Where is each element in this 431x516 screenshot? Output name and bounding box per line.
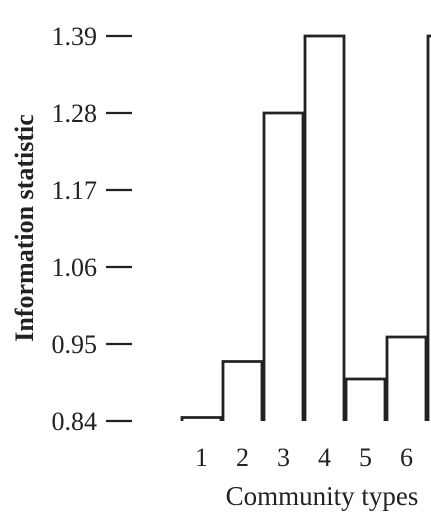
y-tick-label: 0.84 — [52, 407, 98, 436]
x-tick-label: 3 — [277, 443, 290, 472]
bar-4 — [303, 34, 346, 421]
y-tick-label: 1.28 — [52, 99, 98, 128]
y-axis-ticks: 0.84 0.95 1.06 1.17 1.28 1.39 — [52, 22, 132, 436]
x-axis-title: Community types — [226, 481, 419, 511]
y-tick-label: 1.06 — [52, 253, 98, 282]
y-tick-label: 1.17 — [52, 176, 98, 205]
x-tick-label: 6 — [400, 443, 413, 472]
x-tick-label: 4 — [318, 443, 331, 472]
bar-7 — [426, 34, 431, 421]
bar-6 — [385, 335, 428, 421]
x-tick-label: 5 — [359, 443, 372, 472]
y-tick-label: 0.95 — [52, 330, 98, 359]
x-tick-label: 2 — [236, 443, 249, 472]
y-tick-label: 1.39 — [52, 22, 98, 51]
bar-2 — [221, 360, 264, 421]
bar-3 — [262, 111, 305, 421]
bar-5 — [344, 377, 387, 421]
x-axis-ticks: 1234567 — [195, 443, 413, 472]
y-axis-title: Information statistic — [10, 114, 39, 341]
bar-1 — [180, 416, 223, 421]
x-tick-label: 1 — [195, 443, 208, 472]
bars — [180, 34, 431, 421]
